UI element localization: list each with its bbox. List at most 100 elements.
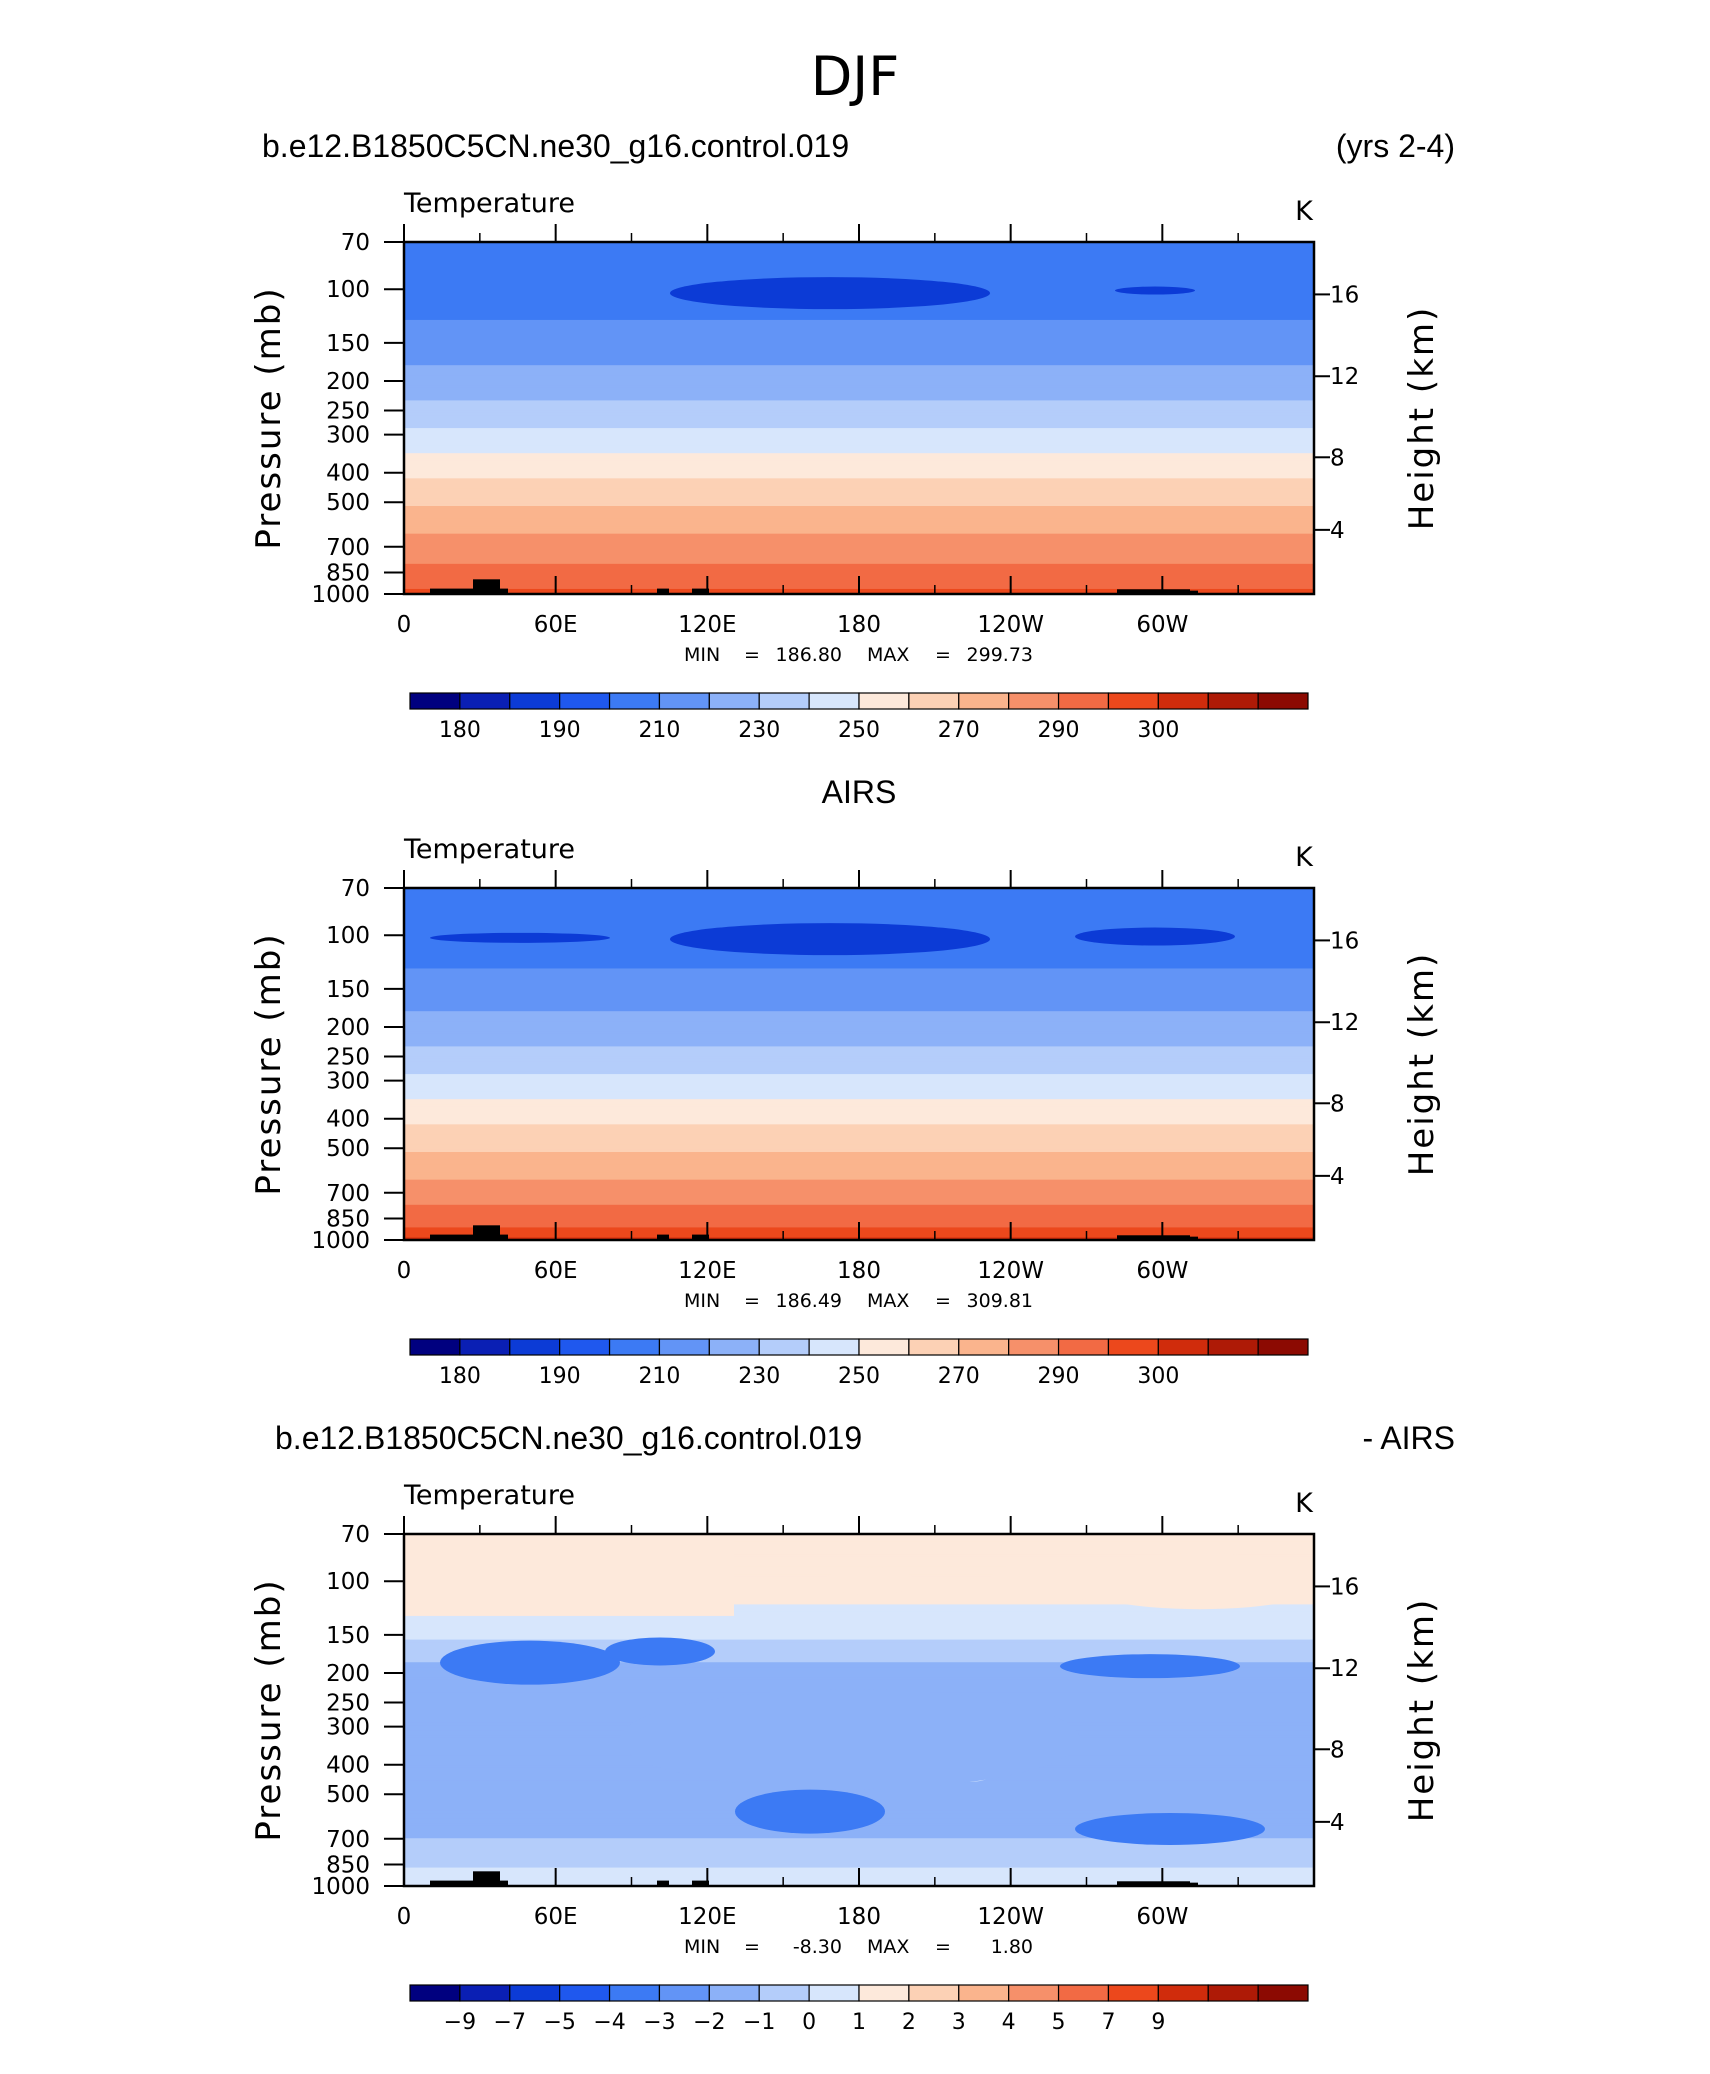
y2-tick-label: 4 [1330,518,1345,544]
contour-band [404,249,1314,253]
y2-axis-label: Height (km) [1402,952,1442,1177]
contour-band [404,1840,1314,1844]
contour-band [404,1076,1314,1080]
y-tick-label: 100 [326,1569,370,1595]
min-value: 186.49 [776,1290,842,1312]
colorbar-label: 300 [1137,718,1179,743]
cold-anomaly [1060,1654,1240,1679]
contour-band [404,272,1314,276]
contour-band [404,551,1314,555]
contour-band [404,415,1314,419]
contour-band [404,1682,1314,1686]
x-tick-label: 120E [678,612,736,638]
min-value: 186.80 [776,644,842,666]
contour-band [404,1126,1314,1130]
contour-band [404,1664,1314,1668]
page-title: DJF [811,45,900,108]
contour-band [404,407,1314,412]
contour-band [404,1021,1314,1025]
contour-band [404,332,1314,336]
contour-band [404,1204,1314,1208]
contour-band [404,1023,1314,1027]
contour-band [404,1131,1314,1135]
plot-area [404,1534,1314,1886]
colorbar-swatch [808,1338,860,1356]
contour-band [404,397,1314,401]
min-label: MIN [684,1936,720,1958]
y2-axis-label: Height (km) [1402,306,1442,531]
colorbar-label: −9 [444,2010,476,2035]
contour-band [404,1649,1314,1653]
y-tick-label: 300 [326,1069,370,1095]
contour-band [404,1096,1314,1100]
contour-band [404,1652,1314,1656]
contour-band [404,327,1314,331]
colorbar-swatch [708,1338,760,1356]
contour-band [404,1627,1314,1631]
colorbar-label: −7 [494,2010,526,2035]
y-axis-label: Pressure (mb) [249,932,289,1195]
colorbar-swatch [608,1984,661,2002]
contour-band [404,1051,1314,1055]
x-tick-label: 0 [397,612,412,638]
contour-band [404,370,1314,374]
contour-band [404,1192,1314,1196]
contour-band [404,981,1314,985]
contour-band [404,342,1314,346]
colorbar-swatch [1057,692,1110,710]
contour-band [404,970,1314,975]
contour-band [404,1792,1314,1797]
contour-band [404,468,1314,472]
contour-band [404,1184,1314,1188]
contour-band [404,573,1314,577]
contour-band [404,1136,1314,1141]
contour-band [404,480,1314,484]
colorbar-label: 230 [738,718,780,743]
topography [476,590,500,594]
topography [1190,590,1198,594]
y2-tick-label: 8 [1330,1091,1345,1117]
contour-band [404,1539,1314,1543]
contour-band [404,955,1314,959]
contour-band [404,1179,1314,1183]
contour-band [404,402,1314,407]
contour-band [404,1848,1314,1852]
max-label: MAX [867,1936,909,1958]
contour-band [404,475,1314,479]
topography [692,588,709,594]
contour-band [404,1634,1314,1638]
contour-band [404,973,1314,977]
contour-band [404,428,1314,432]
colorbar-label: 270 [938,718,980,743]
topography [1190,1882,1198,1886]
colorbar-swatch [608,692,661,710]
colorbar-swatch [1257,692,1309,710]
contour-band [404,908,1314,912]
contour-band [404,913,1314,917]
contour-band [404,558,1314,562]
colorbar-swatch [559,1338,611,1356]
units-label: K [1295,1488,1314,1519]
contour-band [404,1172,1314,1176]
contour-band [404,533,1314,537]
contour-band [404,1001,1314,1005]
colorbar-swatch [1207,1984,1259,2002]
colorbar-label: 250 [838,718,880,743]
contour-band [404,345,1314,349]
contour-band [404,1111,1314,1115]
contour-band [404,425,1314,429]
contour-band [404,905,1314,909]
contour-band [404,319,1314,324]
contour-band [404,387,1314,391]
y-tick-label: 200 [326,369,370,395]
colorbar-swatch [908,1338,960,1356]
colorbar-label: −3 [643,2010,675,2035]
contour-band [404,1536,1314,1540]
y-tick-label: 400 [326,461,370,487]
y2-tick-label: 4 [1330,1164,1345,1190]
contour-band [404,460,1314,464]
colorbar-label: 210 [638,1364,680,1389]
max-equals: = [935,644,951,666]
contour-band [404,350,1314,354]
